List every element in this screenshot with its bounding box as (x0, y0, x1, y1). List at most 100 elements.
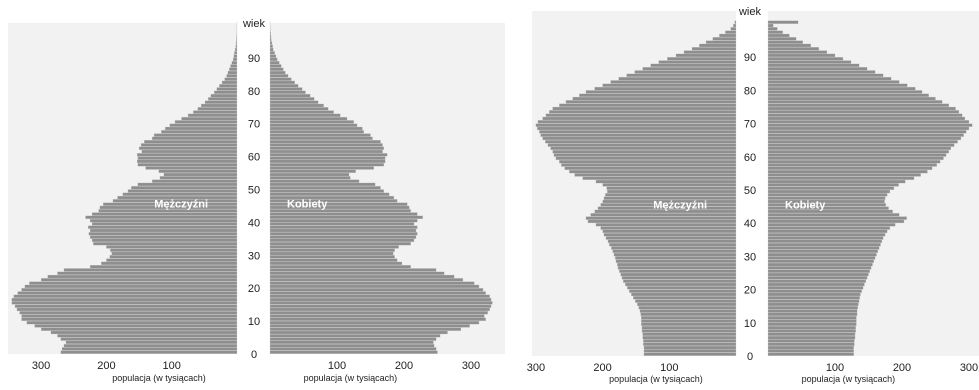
female-bar (768, 110, 959, 113)
male-bar (616, 260, 736, 263)
female-bar (768, 246, 879, 249)
female-x-tick-label: 100 (826, 362, 844, 374)
male-series-label: Mężczyźni (154, 199, 208, 211)
male-bar (692, 47, 736, 50)
male-bar (606, 236, 736, 239)
male-bar (175, 120, 237, 123)
male-bar (41, 278, 237, 281)
female-bar (270, 311, 488, 314)
male-bar (154, 134, 237, 137)
female-bar (270, 308, 490, 311)
age-tick-label: 50 (248, 185, 260, 197)
male-bar (106, 259, 237, 262)
male-bar (152, 180, 237, 183)
male-bar (569, 170, 736, 173)
female-bar (270, 32, 271, 35)
female-bar (768, 326, 856, 329)
male-bar (554, 153, 736, 156)
female-bar (270, 252, 393, 255)
male-x-axis-title: populacja (w tysiącach) (609, 374, 703, 384)
female-bar (768, 223, 895, 226)
age-tick-label: 40 (248, 217, 260, 229)
male-bar (642, 329, 736, 332)
female-bar (270, 176, 350, 179)
female-bar (768, 31, 783, 34)
female-bar (270, 305, 491, 308)
male-bar (88, 226, 237, 229)
male-bar (236, 45, 237, 48)
male-bar (643, 343, 736, 346)
female-bar (270, 111, 334, 114)
male-bar (611, 246, 736, 249)
age-tick-label: 90 (248, 53, 260, 65)
female-bar (768, 227, 890, 230)
male-bar (51, 331, 237, 334)
male-bar (546, 114, 736, 117)
female-bar (270, 268, 436, 271)
female-bar (768, 21, 798, 24)
female-bar (768, 286, 863, 289)
female-bar (768, 147, 951, 150)
male-bar (603, 84, 736, 87)
male-bar (621, 273, 736, 276)
female-bar (768, 67, 867, 70)
female-bar (768, 323, 856, 326)
female-bar (270, 58, 277, 61)
male-bar (596, 180, 736, 183)
female-bar (270, 78, 291, 81)
male-bar (659, 61, 736, 64)
female-bar (270, 328, 461, 331)
male-bar (575, 173, 736, 176)
male-bar (641, 316, 736, 319)
age-tick-label: 70 (248, 119, 260, 131)
female-bar (270, 74, 288, 77)
female-bar (768, 90, 922, 93)
age-tick-label: 60 (248, 152, 260, 164)
female-bar (270, 344, 434, 347)
male-bar (25, 285, 237, 288)
female-x-tick-label: 200 (395, 360, 413, 372)
male-bar (735, 21, 736, 24)
male-x-tick-label: 100 (660, 362, 678, 374)
female-bar (768, 144, 954, 147)
female-bar (270, 347, 436, 350)
female-bar (270, 301, 492, 304)
male-bar (22, 318, 237, 321)
male-bar (123, 193, 237, 196)
age-tick-label: 20 (248, 283, 260, 295)
male-bar (627, 286, 736, 289)
male-bar (551, 147, 736, 150)
female-bar (270, 236, 416, 239)
male-series-label: Mężczyźni (653, 199, 707, 211)
female-bar (768, 127, 969, 130)
male-bar (230, 64, 237, 67)
male-bar (101, 262, 237, 265)
male-bar (608, 240, 736, 243)
female-bar (270, 134, 371, 137)
female-x-tick-label: 200 (893, 362, 911, 374)
male-bar (622, 276, 736, 279)
male-bar (623, 280, 736, 283)
male-bar (160, 176, 237, 179)
male-bar (92, 213, 237, 216)
male-bar (27, 321, 237, 324)
male-bar (236, 35, 237, 38)
female-bar (270, 170, 356, 173)
female-bar (768, 34, 789, 37)
female-bar (270, 222, 414, 225)
male-bar (66, 341, 237, 344)
male-bar (641, 319, 736, 322)
female-bar (768, 300, 859, 303)
male-x-tick-label: 300 (527, 362, 545, 374)
male-bar (631, 293, 736, 296)
female-bar (768, 270, 870, 273)
female-bar (270, 298, 491, 301)
female-bar (270, 143, 383, 146)
female-bar (768, 80, 899, 83)
female-bar (768, 256, 875, 259)
male-bar (699, 44, 736, 47)
male-bar (559, 104, 736, 107)
male-bar (90, 229, 237, 232)
male-bar (227, 74, 237, 77)
male-bar (676, 54, 736, 57)
